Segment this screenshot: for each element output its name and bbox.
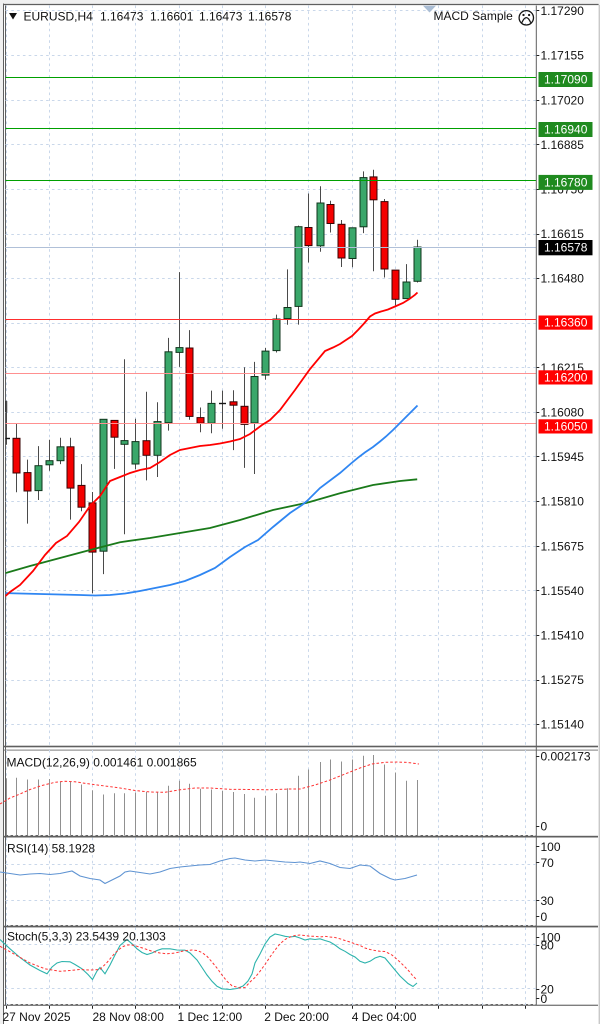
svg-text:1.16615: 1.16615: [541, 227, 585, 241]
svg-text:1.16200: 1.16200: [544, 370, 588, 384]
svg-text:80: 80: [541, 939, 555, 953]
svg-text:30: 30: [541, 894, 555, 908]
svg-text:1.17155: 1.17155: [541, 49, 585, 63]
svg-text:100: 100: [541, 930, 561, 944]
svg-text:1.16473: 1.16473: [100, 9, 144, 23]
svg-text:1.16578: 1.16578: [544, 241, 588, 255]
svg-text:1.16940: 1.16940: [544, 123, 588, 137]
svg-text:1.16360: 1.16360: [544, 316, 588, 330]
svg-text:27 Nov 2025: 27 Nov 2025: [3, 1010, 71, 1024]
svg-text:0.002173: 0.002173: [541, 750, 591, 764]
svg-text:1.15275: 1.15275: [541, 673, 585, 687]
svg-text:0: 0: [541, 820, 548, 834]
svg-text:RSI(14) 58.1928: RSI(14) 58.1928: [7, 842, 95, 856]
svg-text:28 Nov 08:00: 28 Nov 08:00: [93, 1010, 165, 1024]
svg-text:1.17020: 1.17020: [541, 93, 585, 107]
svg-text:MACD(12,26,9) 0.001461 0.00186: MACD(12,26,9) 0.001461 0.001865: [7, 755, 197, 769]
svg-text:1.16080: 1.16080: [541, 406, 585, 420]
svg-text:1.17090: 1.17090: [544, 73, 588, 87]
svg-text:1.15810: 1.15810: [541, 495, 585, 509]
svg-text:1.15140: 1.15140: [541, 718, 585, 732]
svg-text:1.16473: 1.16473: [199, 9, 243, 23]
svg-text:1.17290: 1.17290: [541, 4, 585, 18]
svg-text:1.16050: 1.16050: [544, 419, 588, 433]
svg-text:0: 0: [541, 992, 548, 1006]
svg-text:1.15945: 1.15945: [541, 450, 585, 464]
svg-text:1.16480: 1.16480: [541, 272, 585, 286]
svg-text:0: 0: [541, 910, 548, 924]
svg-text:MACD Sample: MACD Sample: [434, 9, 514, 23]
svg-text:2 Dec 20:00: 2 Dec 20:00: [264, 1010, 329, 1024]
svg-text:1.16885: 1.16885: [541, 138, 585, 152]
svg-text:1.16780: 1.16780: [544, 175, 588, 189]
svg-text:4 Dec 04:00: 4 Dec 04:00: [352, 1010, 417, 1024]
svg-text:1.15675: 1.15675: [541, 539, 585, 553]
svg-text:70: 70: [541, 856, 555, 870]
svg-text:1.15540: 1.15540: [541, 584, 585, 598]
svg-text:1 Dec 12:00: 1 Dec 12:00: [178, 1010, 243, 1024]
svg-text:20: 20: [541, 983, 555, 997]
svg-text:1.16578: 1.16578: [248, 9, 292, 23]
svg-text:1.16601: 1.16601: [150, 9, 194, 23]
svg-text:EURUSD,H4: EURUSD,H4: [24, 9, 94, 23]
svg-text:1.15410: 1.15410: [541, 629, 585, 643]
svg-text:Stoch(5,3,3) 23.5439 20.1303: Stoch(5,3,3) 23.5439 20.1303: [7, 930, 166, 944]
svg-text:100: 100: [541, 840, 561, 854]
